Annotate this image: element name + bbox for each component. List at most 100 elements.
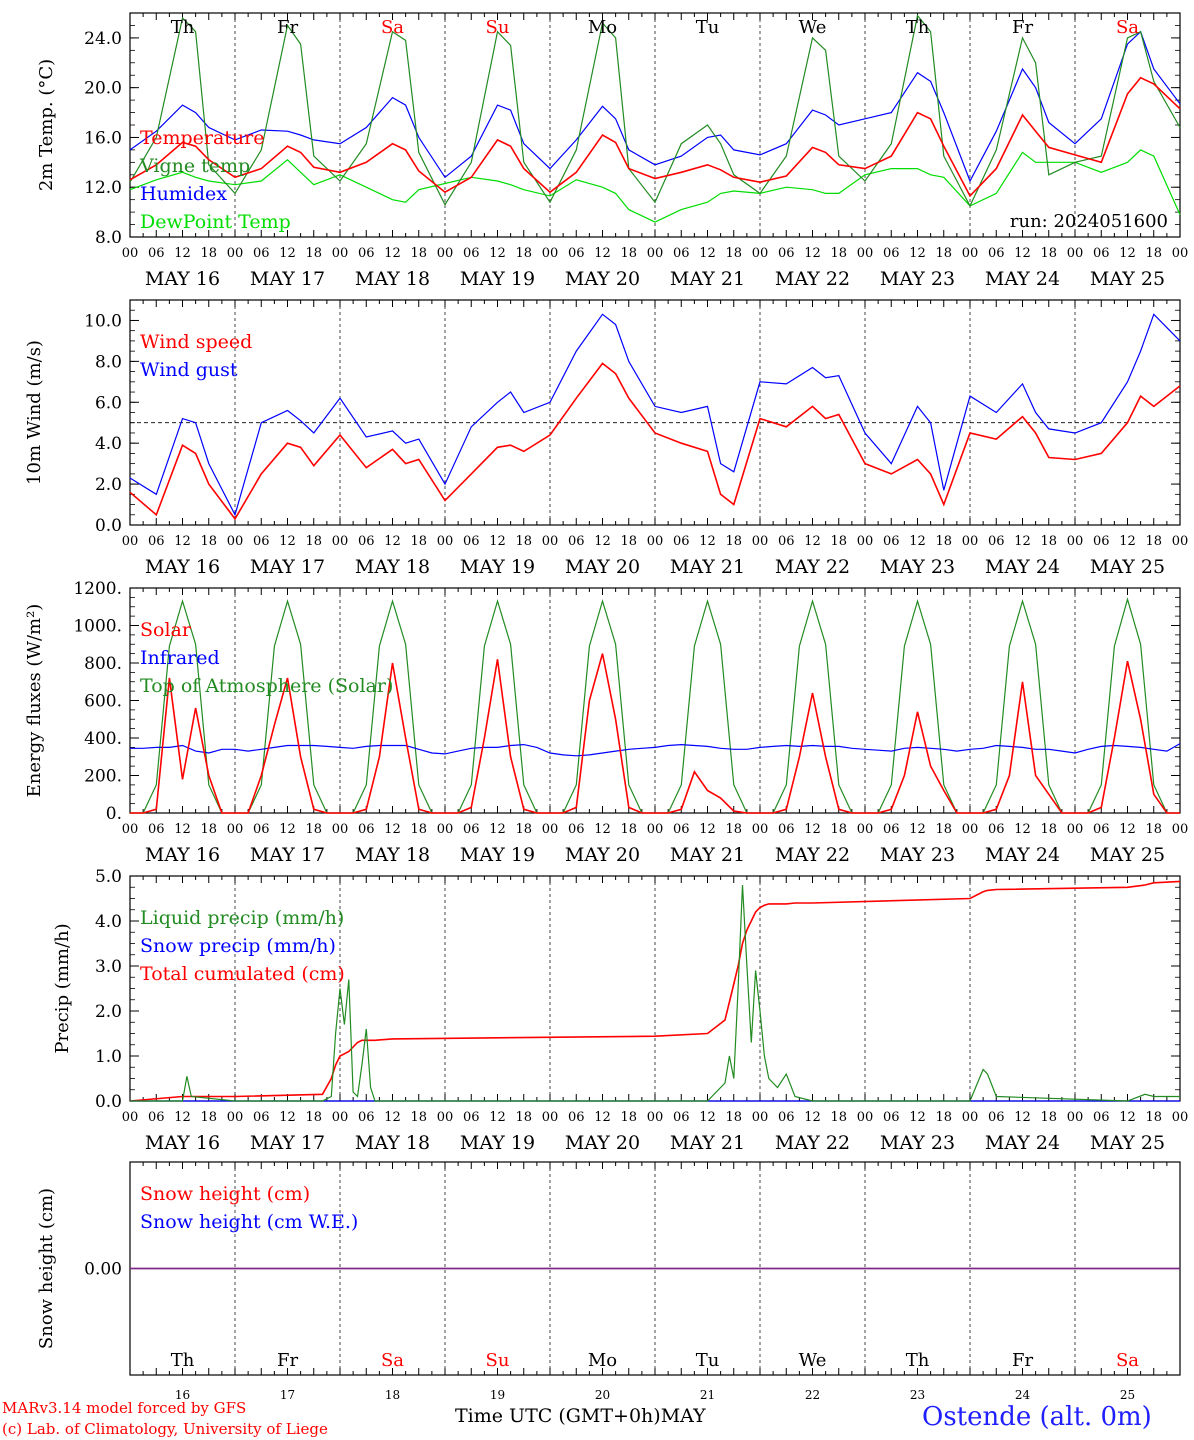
hour-tick-label: 06 [778, 822, 795, 837]
hour-tick-label: 00 [857, 1110, 874, 1125]
hour-tick-label: 12 [594, 822, 611, 837]
y-tick-label: 8.0 [95, 228, 122, 248]
day-number-label: 20 [595, 1388, 610, 1402]
date-label: MAY 24 [985, 268, 1060, 290]
date-label: MAY 18 [355, 268, 430, 290]
y-tick-label: 10.0 [84, 311, 122, 331]
weekday-label: Th [906, 1350, 930, 1371]
hour-tick-label: 12 [699, 534, 716, 549]
hour-tick-label: 18 [725, 534, 742, 549]
hour-tick-label: 12 [909, 534, 926, 549]
hour-tick-label: 12 [909, 246, 926, 261]
plot-frame [129, 587, 1181, 814]
hour-tick-label: 18 [830, 246, 847, 261]
hour-tick-label: 12 [594, 534, 611, 549]
date-label: MAY 22 [775, 268, 850, 290]
hour-tick-label: 18 [935, 534, 952, 549]
hour-tick-label: 18 [620, 246, 637, 261]
y-axis-label: Energy fluxes (W/m²) [24, 604, 45, 798]
hour-tick-label: 12 [699, 246, 716, 261]
y-axis-label: 10m Wind (m/s) [24, 340, 45, 485]
hour-tick-label: 00 [542, 1110, 559, 1125]
hour-tick-label: 12 [489, 246, 506, 261]
day-number-label: 25 [1120, 1388, 1135, 1402]
day-number-label: 18 [385, 1388, 400, 1402]
hour-tick-label: 06 [568, 822, 585, 837]
y-tick-label: 0.0 [95, 516, 122, 536]
hour-tick-label: 00 [542, 822, 559, 837]
date-label: MAY 23 [880, 844, 955, 866]
hour-tick-label: 18 [1040, 246, 1057, 261]
y-tick-label: 0.00 [84, 1260, 122, 1280]
hour-tick-label: 00 [122, 1110, 139, 1125]
hour-tick-label: 12 [909, 1110, 926, 1125]
hour-tick-label: 12 [384, 246, 401, 261]
panel-3: 0. 200. 400. 600. 800. 1000. 1200. Energy fluxe… [24, 579, 1188, 866]
weekday-label: We [799, 1350, 827, 1371]
credit-lab: (c) Lab. of Climatology, University of L… [2, 1420, 328, 1438]
hour-tick-label: 00 [752, 1110, 769, 1125]
panel-2: 0.0 2.0 4.0 6.0 8.0 10.0 10m Wind (m/s) Wind sp… [24, 299, 1188, 578]
hour-tick-label: 00 [122, 822, 139, 837]
hour-tick-label: 00 [227, 246, 244, 261]
hour-tick-label: 06 [883, 246, 900, 261]
legend-entry: DewPoint Temp [140, 211, 291, 233]
hour-tick-label: 12 [384, 822, 401, 837]
y-tick-label: 8.0 [95, 352, 122, 372]
hour-tick-label: 00 [857, 822, 874, 837]
hour-tick-label: 06 [568, 1110, 585, 1125]
hour-tick-label: 12 [489, 534, 506, 549]
hour-tick-label: 06 [358, 1110, 375, 1125]
day-number-label: 22 [805, 1388, 820, 1402]
hour-tick-label: 18 [515, 246, 532, 261]
hour-tick-label: 00 [962, 822, 979, 837]
hour-tick-label: 18 [305, 534, 322, 549]
y-tick-label: 0.0 [95, 1092, 122, 1112]
hour-tick-label: 00 [1172, 246, 1189, 261]
hour-tick-label: 06 [253, 246, 270, 261]
hour-tick-label: 18 [725, 822, 742, 837]
hour-tick-label: 00 [1067, 1110, 1084, 1125]
date-label: MAY 19 [460, 844, 535, 866]
hour-tick-label: 12 [594, 1110, 611, 1125]
weekday-label: Su [486, 1350, 510, 1371]
hour-tick-label: 06 [358, 246, 375, 261]
hour-tick-label: 00 [437, 822, 454, 837]
hour-tick-label: 18 [1040, 534, 1057, 549]
hour-tick-label: 06 [673, 534, 690, 549]
hour-tick-label: 18 [200, 822, 217, 837]
weekday-label: Th [906, 17, 930, 38]
hour-tick-label: 12 [699, 1110, 716, 1125]
date-label: MAY 22 [775, 556, 850, 578]
hour-tick-label: 00 [1067, 534, 1084, 549]
hour-tick-label: 12 [489, 1110, 506, 1125]
y-tick-label: 1.0 [95, 1047, 122, 1067]
legend-entry: Snow precip (mm/h) [140, 935, 336, 957]
date-label: MAY 24 [985, 556, 1060, 578]
hour-tick-label: 18 [830, 534, 847, 549]
hour-tick-label: 18 [515, 534, 532, 549]
weekday-label: Mo [588, 1350, 617, 1371]
hour-tick-label: 00 [647, 822, 664, 837]
hour-tick-label: 00 [227, 534, 244, 549]
hour-tick-label: 06 [253, 534, 270, 549]
series-line-humidex [129, 30, 1181, 183]
date-label: MAY 17 [250, 268, 325, 290]
y-axis-label: Snow height (cm) [36, 1188, 57, 1349]
hour-tick-label: 00 [227, 1110, 244, 1125]
y-tick-label: 24.0 [84, 29, 122, 49]
date-label: MAY 21 [670, 844, 745, 866]
y-tick-label: 1000. [73, 617, 122, 637]
plot-frame [129, 299, 1181, 526]
legend-entry: Snow height (cm W.E.) [140, 1211, 358, 1233]
hour-tick-label: 00 [542, 534, 559, 549]
hour-tick-label: 00 [752, 822, 769, 837]
legend-entry: Vigne temp [139, 155, 250, 177]
legend-entry: Liquid precip (mm/h) [140, 907, 344, 929]
weekday-label: We [799, 17, 827, 38]
hour-tick-label: 18 [725, 1110, 742, 1125]
hour-tick-label: 18 [1145, 534, 1162, 549]
hour-tick-label: 00 [122, 246, 139, 261]
legend-entry: Top of Atmosphere (Solar) [140, 675, 393, 697]
day-number-label: 23 [910, 1388, 925, 1402]
